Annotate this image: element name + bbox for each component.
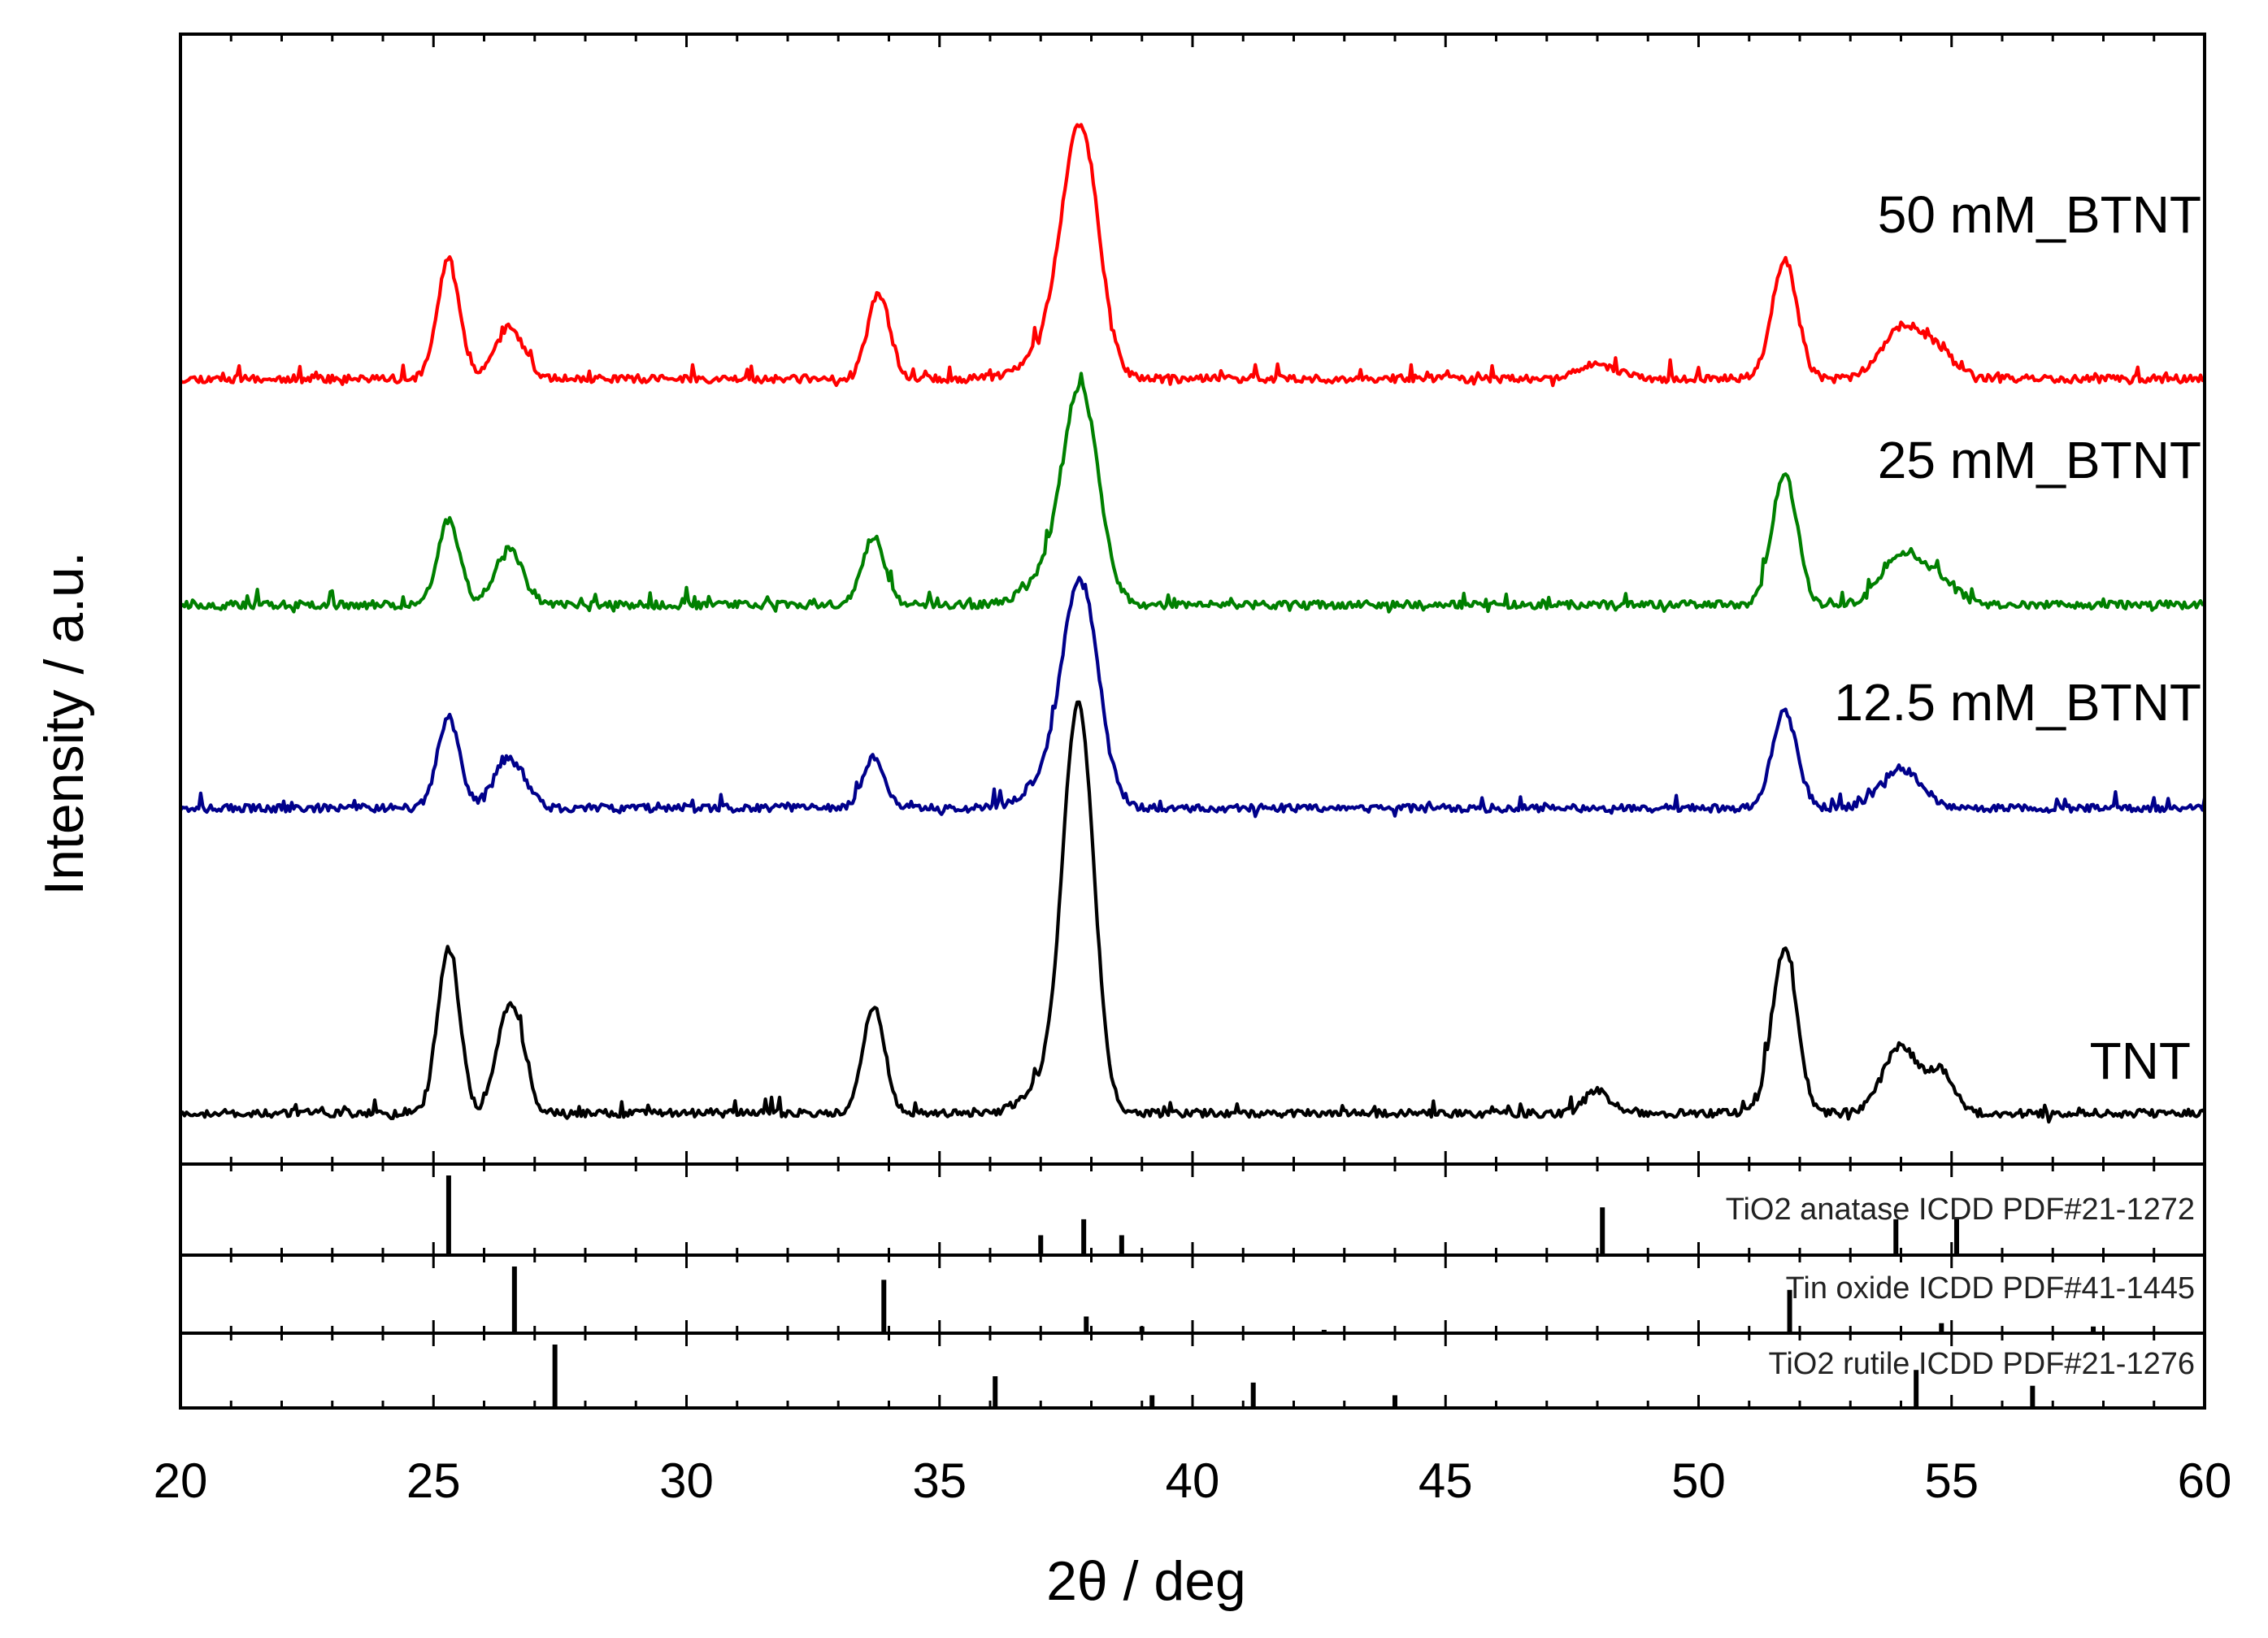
reference-label-1: TiO2 anatase ICDD PDF#21-1272 [1726,1193,2195,1227]
series-label-4: TNT [2090,1032,2191,1090]
x-tick-label-25: 25 [406,1453,461,1508]
series-label-2: 25 mM_BTNT [1878,431,2201,489]
reference-label-2: Tin oxide ICDD PDF#41-1445 [1786,1271,2195,1306]
x-tick-label-60: 60 [2178,1453,2232,1508]
series-label-3: 12.5 mM_BTNT [1834,673,2201,732]
x-axis-title: 2θ / deg [1046,1550,1246,1612]
x-axis-tick-labels: 20 25 30 35 40 45 50 55 60 [154,1453,2232,1508]
series-line-1 [179,123,2205,388]
series-line-2 [179,371,2205,614]
series-line-3 [179,576,2207,819]
x-tick-label-45: 45 [1419,1453,1473,1508]
x-tick-label-35: 35 [912,1453,967,1508]
x-tick-label-40: 40 [1166,1453,1220,1508]
reference-labels: TiO2 anatase ICDD PDF#21-1272 Tin oxide I… [1726,1193,2195,1381]
x-tick-label-30: 30 [659,1453,714,1508]
series-labels: 50 mM_BTNT 25 mM_BTNT 12.5 mM_BTNT TNT [1834,185,2201,1090]
x-tick-label-55: 55 [1924,1453,1979,1508]
x-tick-label-50: 50 [1671,1453,1726,1508]
x-tick-label-20: 20 [154,1453,208,1508]
series-line-4 [179,700,2206,1124]
series-group [179,123,2207,1124]
reference-label-3: TiO2 rutile ICDD PDF#21-1276 [1769,1347,2195,1381]
y-axis-title: Intensity / a.u. [33,551,95,895]
series-label-1: 50 mM_BTNT [1878,185,2201,244]
x-axis-ticks [179,34,2206,1408]
